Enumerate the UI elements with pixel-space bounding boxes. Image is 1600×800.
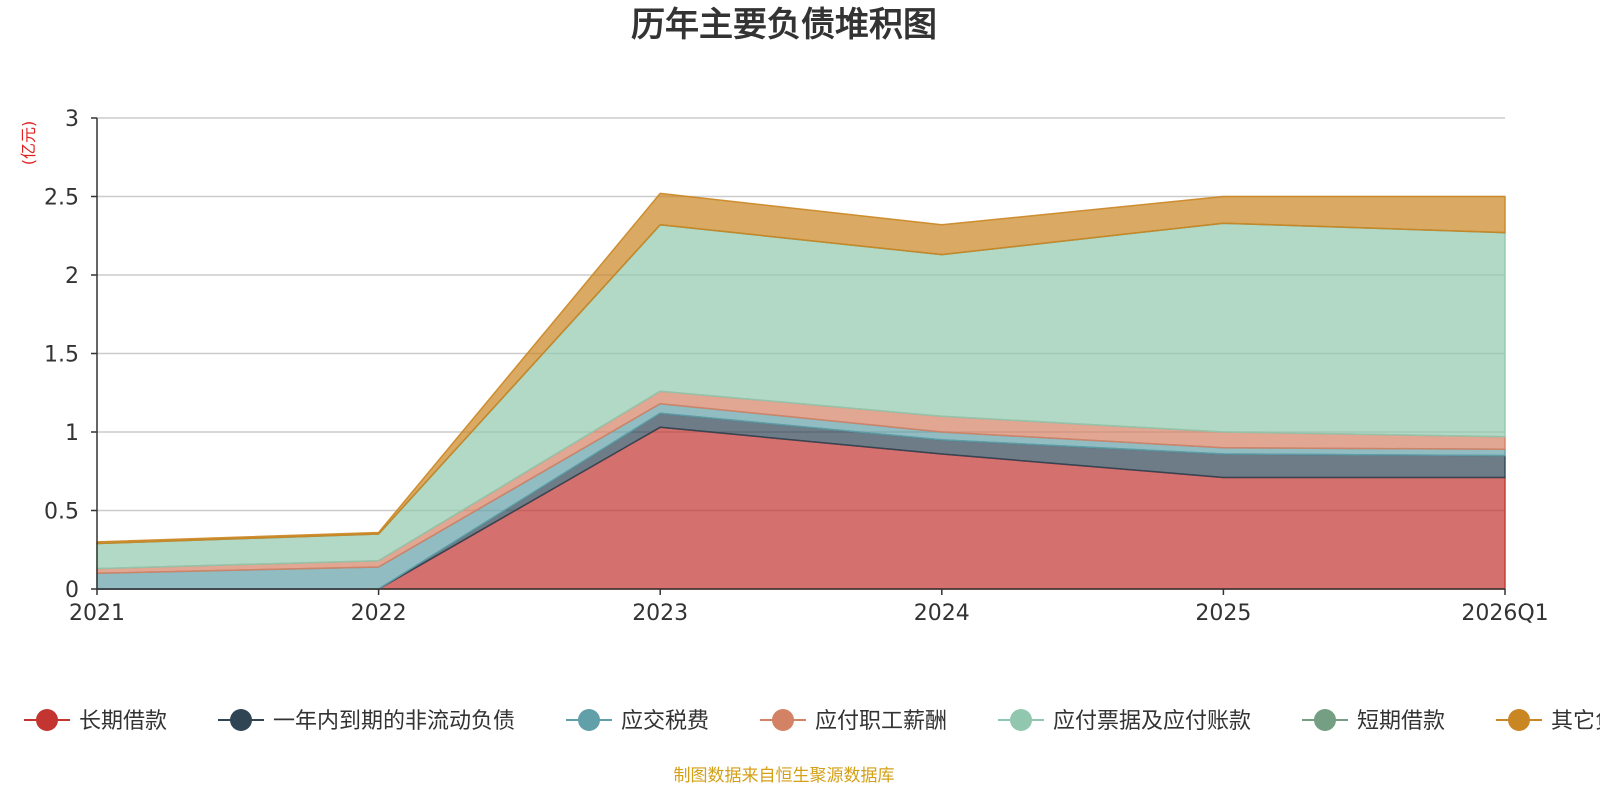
legend-circle-icon: [1010, 709, 1032, 731]
series-area-6: [96, 192, 1506, 545]
legend-item-0[interactable]: 长期借款: [24, 709, 167, 734]
legend-label: 应付票据及应付账款: [1053, 709, 1251, 734]
legend-circle-icon: [1508, 709, 1530, 731]
legend-label: 一年内到期的非流动负债: [273, 709, 515, 734]
legend-item-2[interactable]: 应交税费: [566, 709, 709, 734]
legend-label: 应交税费: [621, 709, 709, 734]
axes: 0 0.5 1 1.5 2 2.5 3 2021 2022 2023 2024 2025 2026Q1: [44, 107, 1549, 626]
y-tick-label: 2: [65, 264, 79, 289]
legend-item-5[interactable]: 短期借款: [1302, 709, 1445, 734]
legend-item-6[interactable]: 其它负债: [1496, 709, 1600, 734]
legend-item-3[interactable]: 应付职工薪酬: [760, 709, 947, 734]
x-tick-label: 2023: [632, 601, 688, 626]
legend-circle-icon: [230, 709, 252, 731]
legend-circle-icon: [36, 709, 58, 731]
legend-label: 其它负债: [1551, 709, 1600, 734]
y-tick-label: 2.5: [44, 186, 79, 211]
y-axis-unit-label: (亿元): [19, 121, 38, 166]
legend-label: 应付职工薪酬: [815, 709, 947, 734]
legend-item-4[interactable]: 应付票据及应付账款: [998, 709, 1251, 734]
x-tick-label: 2026Q1: [1461, 601, 1548, 626]
x-tick-label: 2025: [1195, 601, 1251, 626]
legend-label: 短期借款: [1357, 709, 1445, 734]
y-tick-label: 1.5: [44, 343, 79, 368]
y-tick-label: 3: [65, 107, 79, 132]
chart-title: 历年主要负债堆积图: [631, 5, 937, 45]
y-tick-label: 1: [65, 421, 79, 446]
legend-circle-icon: [1314, 709, 1336, 731]
legend: 长期借款 一年内到期的非流动负债 应交税费 应付职工薪酬 应付票据及应付账款 短期借款 其它…: [24, 709, 1600, 734]
y-tick-label: 0: [65, 578, 79, 603]
y-tick-label: 0.5: [44, 500, 79, 525]
data-source-note: 制图数据来自恒生聚源数据库: [674, 766, 895, 786]
legend-circle-icon: [578, 709, 600, 731]
legend-label: 长期借款: [79, 709, 167, 734]
x-tick-label: 2024: [914, 601, 970, 626]
x-tick-label: 2022: [351, 601, 407, 626]
legend-circle-icon: [772, 709, 794, 731]
legend-item-1[interactable]: 一年内到期的非流动负债: [218, 709, 515, 734]
area-series: [96, 192, 1506, 590]
x-tick-label: 2021: [69, 601, 125, 626]
